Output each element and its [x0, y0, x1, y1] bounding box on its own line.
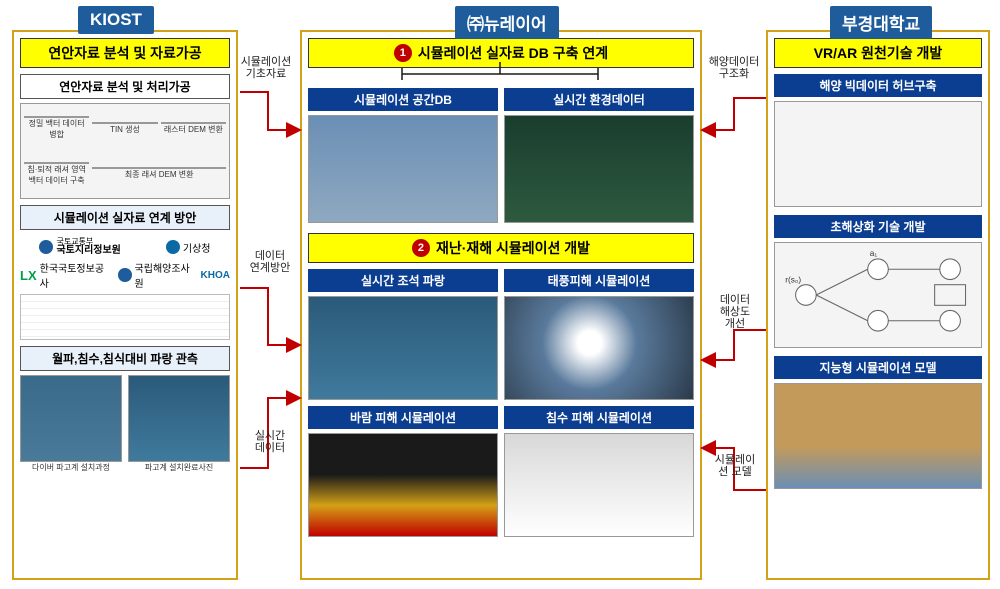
proc-cap-1: TIN 생성 — [92, 124, 157, 135]
right-box-1: 해양 빅데이터 허브구축 — [774, 74, 982, 97]
logo-khoa: 국립해양조사원 KHOA — [118, 260, 230, 290]
left-box-3: 월파,침수,침식대비 파랑 관측 — [20, 346, 230, 371]
arrow-label-res-improve: 데이터해상도개선 — [706, 294, 764, 330]
center-sec1-box-0: 시뮬레이션 공간DB — [308, 88, 498, 111]
left-column: 연안자료 분석 및 자료가공 연안자료 분석 및 처리가공 정밀 백터 데이터 … — [12, 30, 238, 580]
nn-diagram-icon: r(s₀) a₁ — [775, 243, 981, 347]
center-sec1-title: 1 시뮬레이션 실자료 DB 구축 연계 — [308, 38, 694, 68]
arrow-label-ocean-struct: 해양데이터구조화 — [702, 56, 766, 80]
right-column: VR/AR 원천기술 개발 해양 빅데이터 허브구축 초해상화 기술 개발 — [766, 30, 990, 580]
logo-kma: 기상청 — [166, 240, 211, 255]
right-title: VR/AR 원천기술 개발 — [774, 38, 982, 68]
logo-lx: LX 한국국토정보공사 — [20, 260, 112, 290]
left-processing-diagram: 정밀 백터 데이터 병합 TIN 생성 래스터 DEM 변환 침·퇴적 래셔 영… — [20, 103, 230, 199]
org-header-left: KIOST — [78, 6, 154, 34]
proc-cap-0: 정밀 백터 데이터 병합 — [24, 118, 89, 140]
center-sec2-box-2: 바람 피해 시뮬레이션 — [308, 406, 498, 429]
left-photo-cap-1: 다이버 파고계 설치과정 — [20, 462, 122, 473]
left-title: 연안자료 분석 및 자료가공 — [20, 38, 230, 68]
logos-area: 국토교통부 국토지리정보원 기상청 LX 한국국토정보공사 국립해양조사원 KH… — [20, 234, 230, 294]
proc-cap-4: 최종 래셔 DEM 변환 — [92, 169, 226, 180]
org-header-center: ㈜뉴레이어 — [455, 6, 559, 39]
arrow-label-sim-basic: 시뮬레이션기초자료 — [232, 56, 300, 80]
center-column: 1 시뮬레이션 실자료 DB 구축 연계 시뮬레이션 공간DB 실시간 환경데이… — [300, 30, 702, 580]
left-photo-1 — [20, 375, 122, 462]
center-sec2-box-0: 실시간 조석 파랑 — [308, 269, 498, 292]
left-data-table — [20, 294, 230, 340]
center-sec2-img-3 — [504, 433, 694, 537]
center-sec1-img-0 — [308, 115, 498, 223]
center-sec2-box-3: 침수 피해 시뮬레이션 — [504, 406, 694, 429]
center-sec1-img-1 — [504, 115, 694, 223]
org-header-right: 부경대학교 — [830, 6, 932, 39]
center-sec2-box-1: 태풍피해 시뮬레이션 — [504, 269, 694, 292]
right-img-3 — [774, 383, 982, 489]
arrow-label-sim-model: 시뮬레이션 모델 — [706, 454, 764, 478]
proc-cap-2: 래스터 DEM 변환 — [161, 124, 226, 135]
left-photo-cap-2: 파고계 설치완료사진 — [128, 462, 230, 473]
svg-text:r(s₀): r(s₀) — [785, 276, 801, 285]
left-box-2: 시뮬레이션 실자료 연계 방안 — [20, 205, 230, 230]
center-sec2-img-2 — [308, 433, 498, 537]
left-box-1: 연안자료 분석 및 처리가공 — [20, 74, 230, 99]
right-img-1 — [774, 101, 982, 207]
arrow-label-data-link: 데이터연계방안 — [240, 250, 300, 274]
left-photo-2 — [128, 375, 230, 462]
center-sec2-title-text: 재난·재해 시뮬레이션 개발 — [436, 238, 590, 258]
badge-1: 1 — [394, 44, 412, 62]
center-sec2-title: 2 재난·재해 시뮬레이션 개발 — [308, 233, 694, 263]
right-img-2: r(s₀) a₁ — [774, 242, 982, 348]
logo-molit: 국토교통부 국토지리정보원 — [39, 238, 120, 256]
center-sec2-img-1 — [504, 296, 694, 400]
center-sec1-title-text: 시뮬레이션 실자료 DB 구축 연계 — [418, 43, 608, 63]
badge-2: 2 — [412, 239, 430, 257]
right-box-2: 초해상화 기술 개발 — [774, 215, 982, 238]
center-sec1-box-1: 실시간 환경데이터 — [504, 88, 694, 111]
right-box-3: 지능형 시뮬레이션 모델 — [774, 356, 982, 379]
arrow-label-realtime: 실시간데이터 — [240, 430, 300, 454]
proc-cap-3: 침·퇴적 래셔 영역 백터 데이터 구축 — [24, 164, 89, 186]
center-sec2-img-0 — [308, 296, 498, 400]
svg-text:a₁: a₁ — [870, 249, 878, 258]
